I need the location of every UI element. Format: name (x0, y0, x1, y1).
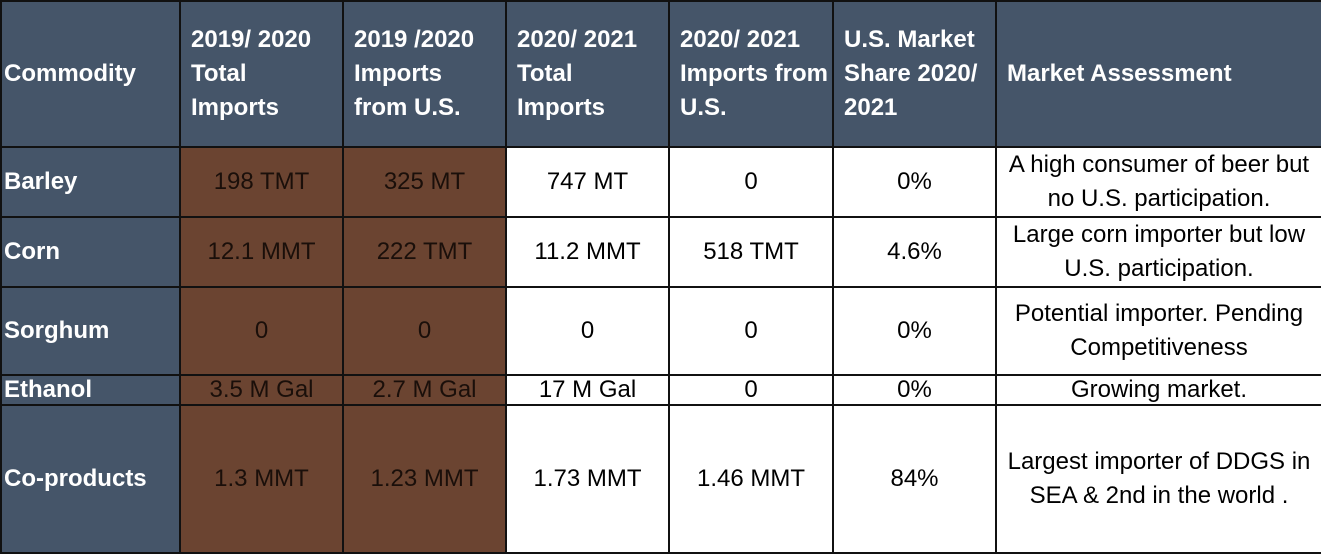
market-assessment-cell: Growing market. (995, 374, 1321, 406)
table-row-ethanol: Ethanol 3.5 M Gal 2.7 M Gal 17 M Gal 0 0… (0, 374, 1321, 406)
header-us-market-share: U.S. Market Share 2020/ 2021 (832, 0, 997, 148)
table-row-co-products: Co-products 1.3 MMT 1.23 MMT 1.73 MMT 1.… (0, 404, 1321, 554)
total-imports-2019-2020-cell: 0 (179, 286, 344, 376)
us-imports-2020-2021-cell: 518 TMT (668, 216, 834, 288)
market-share-cell: 0% (832, 286, 997, 376)
total-imports-2019-2020-cell: 198 TMT (179, 146, 344, 218)
total-imports-2020-2021-cell: 11.2 MMT (505, 216, 670, 288)
commodity-cell: Ethanol (0, 374, 181, 406)
header-commodity: Commodity (0, 0, 181, 148)
us-imports-2020-2021-cell: 0 (668, 146, 834, 218)
us-imports-2020-2021-cell: 1.46 MMT (668, 404, 834, 554)
market-assessment-cell: Large corn importer but low U.S. partici… (995, 216, 1321, 288)
us-imports-2019-2020-cell: 325 MT (342, 146, 507, 218)
header-total-imports-2020-2021: 2020/ 2021 Total Imports (505, 0, 670, 148)
us-imports-2019-2020-cell: 1.23 MMT (342, 404, 507, 554)
header-total-imports-2019-2020: 2019/ 2020 Total Imports (179, 0, 344, 148)
market-share-cell: 0% (832, 146, 997, 218)
total-imports-2020-2021-cell: 17 M Gal (505, 374, 670, 406)
market-share-cell: 84% (832, 404, 997, 554)
market-assessment-cell: Potential importer. Pending Competitiven… (995, 286, 1321, 376)
header-market-assessment: Market Assessment (995, 0, 1321, 148)
commodity-cell: Corn (0, 216, 181, 288)
market-assessment-cell: Largest importer of DDGS in SEA & 2nd in… (995, 404, 1321, 554)
us-imports-2020-2021-cell: 0 (668, 374, 834, 406)
header-us-imports-2019-2020: 2019 /2020 Imports from U.S. (342, 0, 507, 148)
total-imports-2019-2020-cell: 1.3 MMT (179, 404, 344, 554)
total-imports-2020-2021-cell: 747 MT (505, 146, 670, 218)
commodity-cell: Co-products (0, 404, 181, 554)
market-share-cell: 0% (832, 374, 997, 406)
commodity-cell: Barley (0, 146, 181, 218)
table-row-sorghum: Sorghum 0 0 0 0 0% Potential importer. P… (0, 286, 1321, 376)
total-imports-2019-2020-cell: 3.5 M Gal (179, 374, 344, 406)
us-imports-2019-2020-cell: 222 TMT (342, 216, 507, 288)
commodity-cell: Sorghum (0, 286, 181, 376)
header-row: Commodity 2019/ 2020 Total Imports 2019 … (0, 0, 1321, 148)
us-imports-2019-2020-cell: 0 (342, 286, 507, 376)
us-imports-2020-2021-cell: 0 (668, 286, 834, 376)
header-us-imports-2020-2021: 2020/ 2021 Imports from U.S. (668, 0, 834, 148)
table-row-barley: Barley 198 TMT 325 MT 747 MT 0 0% A high… (0, 146, 1321, 218)
market-assessment-cell: A high consumer of beer but no U.S. part… (995, 146, 1321, 218)
market-share-cell: 4.6% (832, 216, 997, 288)
table-row-corn: Corn 12.1 MMT 222 TMT 11.2 MMT 518 TMT 4… (0, 216, 1321, 288)
total-imports-2019-2020-cell: 12.1 MMT (179, 216, 344, 288)
total-imports-2020-2021-cell: 0 (505, 286, 670, 376)
us-imports-2019-2020-cell: 2.7 M Gal (342, 374, 507, 406)
total-imports-2020-2021-cell: 1.73 MMT (505, 404, 670, 554)
